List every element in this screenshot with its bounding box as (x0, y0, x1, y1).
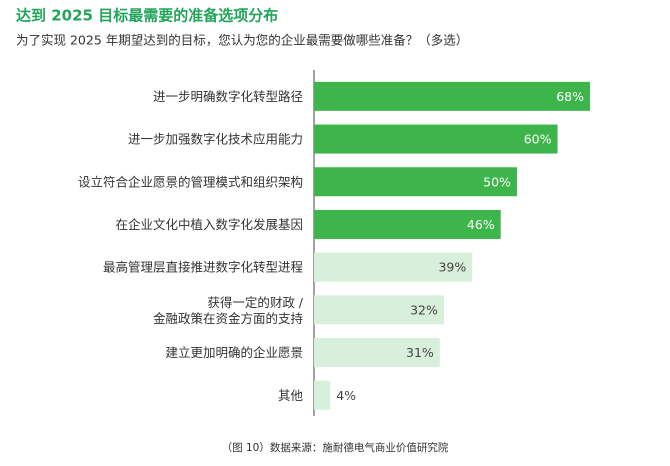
category-label: 进一步加强数字化技术应用能力 (128, 132, 303, 147)
category-label: 最高管理层直接推进数字化转型进程 (103, 260, 304, 275)
bar (314, 124, 558, 154)
category-label: 进一步明确数字化转型路径 (153, 89, 303, 104)
bar (314, 81, 590, 111)
category-label: 建立更加明确的企业愿景 (165, 345, 303, 360)
category-label: 其他 (278, 388, 304, 403)
value-label: 39% (438, 260, 466, 275)
category-label: 设立符合企业愿景的管理模式和组织架构 (78, 174, 303, 189)
bar (314, 338, 440, 368)
chart-subtitle: 为了实现 2025 年期望达到的目标，您认为您的企业最需要做哪些准备？（多选） (16, 33, 468, 48)
value-label: 60% (524, 132, 552, 147)
category-label: 获得一定的财政 /金融政策在资金方面的支持 (153, 294, 304, 325)
bar (314, 167, 517, 197)
value-label: 50% (483, 174, 511, 189)
bar (314, 295, 444, 325)
value-label: 31% (406, 345, 434, 360)
bar (314, 380, 331, 410)
chart-title: 达到 2025 目标最需要的准备选项分布 (16, 7, 278, 25)
bar (314, 209, 501, 239)
value-label: 4% (336, 388, 356, 403)
value-label: 46% (467, 217, 495, 232)
category-label: 在企业文化中植入数字化发展基因 (115, 217, 303, 232)
value-label: 68% (556, 89, 584, 104)
source-note: （图 10）数据来源：施耐德电气商业价值研究院 (222, 441, 449, 454)
value-label: 32% (410, 302, 438, 317)
bar (314, 252, 473, 282)
